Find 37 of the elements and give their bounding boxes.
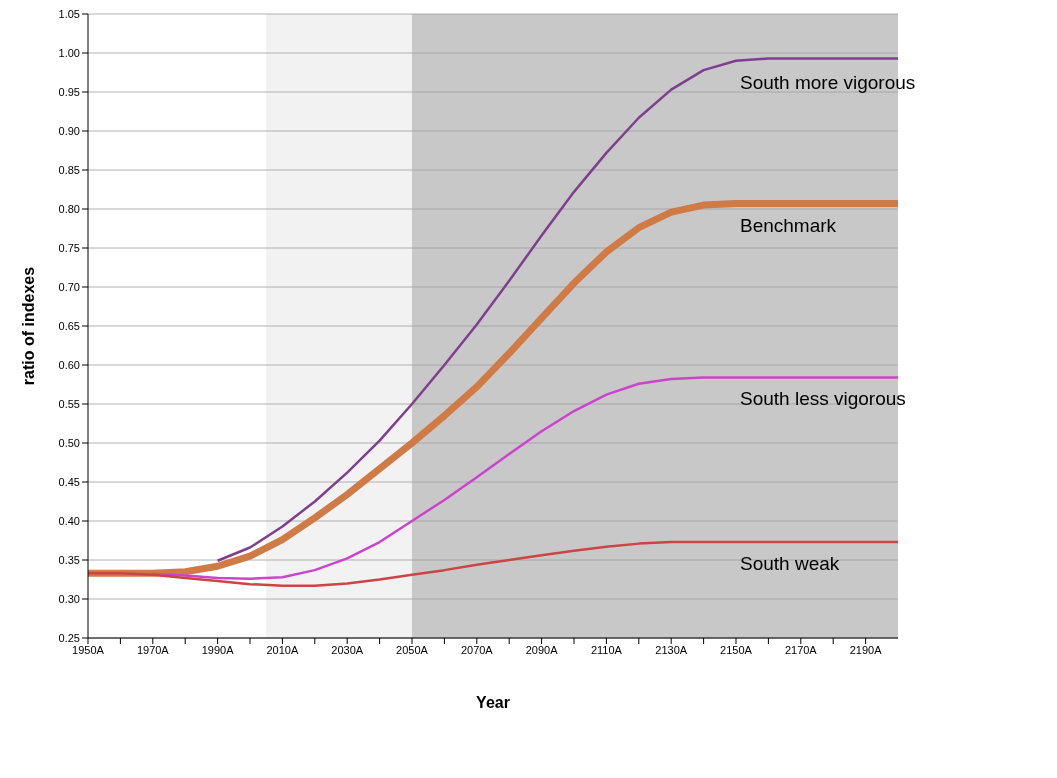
x-tick-label: 1990A xyxy=(201,643,235,656)
line-series xyxy=(88,540,898,587)
y-tick-label: 0.30 xyxy=(58,592,80,605)
y-tick-label: 0.75 xyxy=(58,241,80,254)
y-tick-label: 0.25 xyxy=(58,631,80,644)
x-tick-label: 2030A xyxy=(331,643,364,656)
x-tick-label: 2190A xyxy=(849,643,883,656)
y-tick-label: 0.40 xyxy=(58,514,80,527)
x-tick-label: 1970A xyxy=(136,643,170,656)
x-tick-label: 2110A xyxy=(590,643,623,656)
x-tick-label: 2090A xyxy=(525,643,559,656)
y-tick-label: 0.85 xyxy=(58,163,80,176)
y-tick-label: 0.45 xyxy=(58,475,80,488)
x-tick-label: 2170A xyxy=(784,643,818,656)
x-tick-label: 2070A xyxy=(460,643,494,656)
y-tick-label: 0.60 xyxy=(58,358,80,371)
y-tick-label: 0.90 xyxy=(58,124,80,137)
y-tick-label: 0.35 xyxy=(58,553,80,566)
series-label: South weak xyxy=(740,553,840,575)
x-tick-label: 1950A xyxy=(72,643,105,656)
series-label: Benchmark xyxy=(740,214,837,236)
y-tick-label: 0.65 xyxy=(58,319,80,332)
y-tick-label: 1.00 xyxy=(58,46,80,59)
y-tick-label: 0.95 xyxy=(58,85,80,98)
y-tick-label: 0.70 xyxy=(58,280,80,293)
x-tick-label: 2050A xyxy=(396,643,429,656)
x-axis-title: Year xyxy=(476,694,510,711)
y-tick-label: 1.05 xyxy=(58,7,80,20)
x-tick-label: 2010A xyxy=(266,643,299,656)
y-tick-label: 0.50 xyxy=(58,436,80,449)
x-tick-label: 2150A xyxy=(720,643,753,656)
y-tick-label: 0.80 xyxy=(58,202,80,215)
series-label: South more vigorous xyxy=(740,71,916,93)
y-tick-label: 0.55 xyxy=(58,397,80,410)
series-label: South less vigorous xyxy=(740,388,906,410)
x-tick-label: 2130A xyxy=(655,643,688,656)
y-axis-title: ratio of indexes xyxy=(19,266,37,386)
